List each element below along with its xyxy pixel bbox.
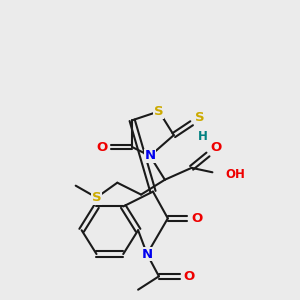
- Text: H: H: [198, 130, 208, 143]
- Text: S: S: [154, 105, 164, 118]
- Text: O: O: [96, 140, 107, 154]
- Text: O: O: [191, 212, 202, 225]
- Text: O: O: [210, 141, 222, 154]
- Text: N: N: [144, 149, 156, 162]
- Text: OH: OH: [225, 168, 245, 181]
- Text: N: N: [142, 248, 153, 260]
- Text: S: S: [195, 111, 205, 124]
- Text: S: S: [92, 191, 101, 204]
- Text: O: O: [184, 270, 195, 283]
